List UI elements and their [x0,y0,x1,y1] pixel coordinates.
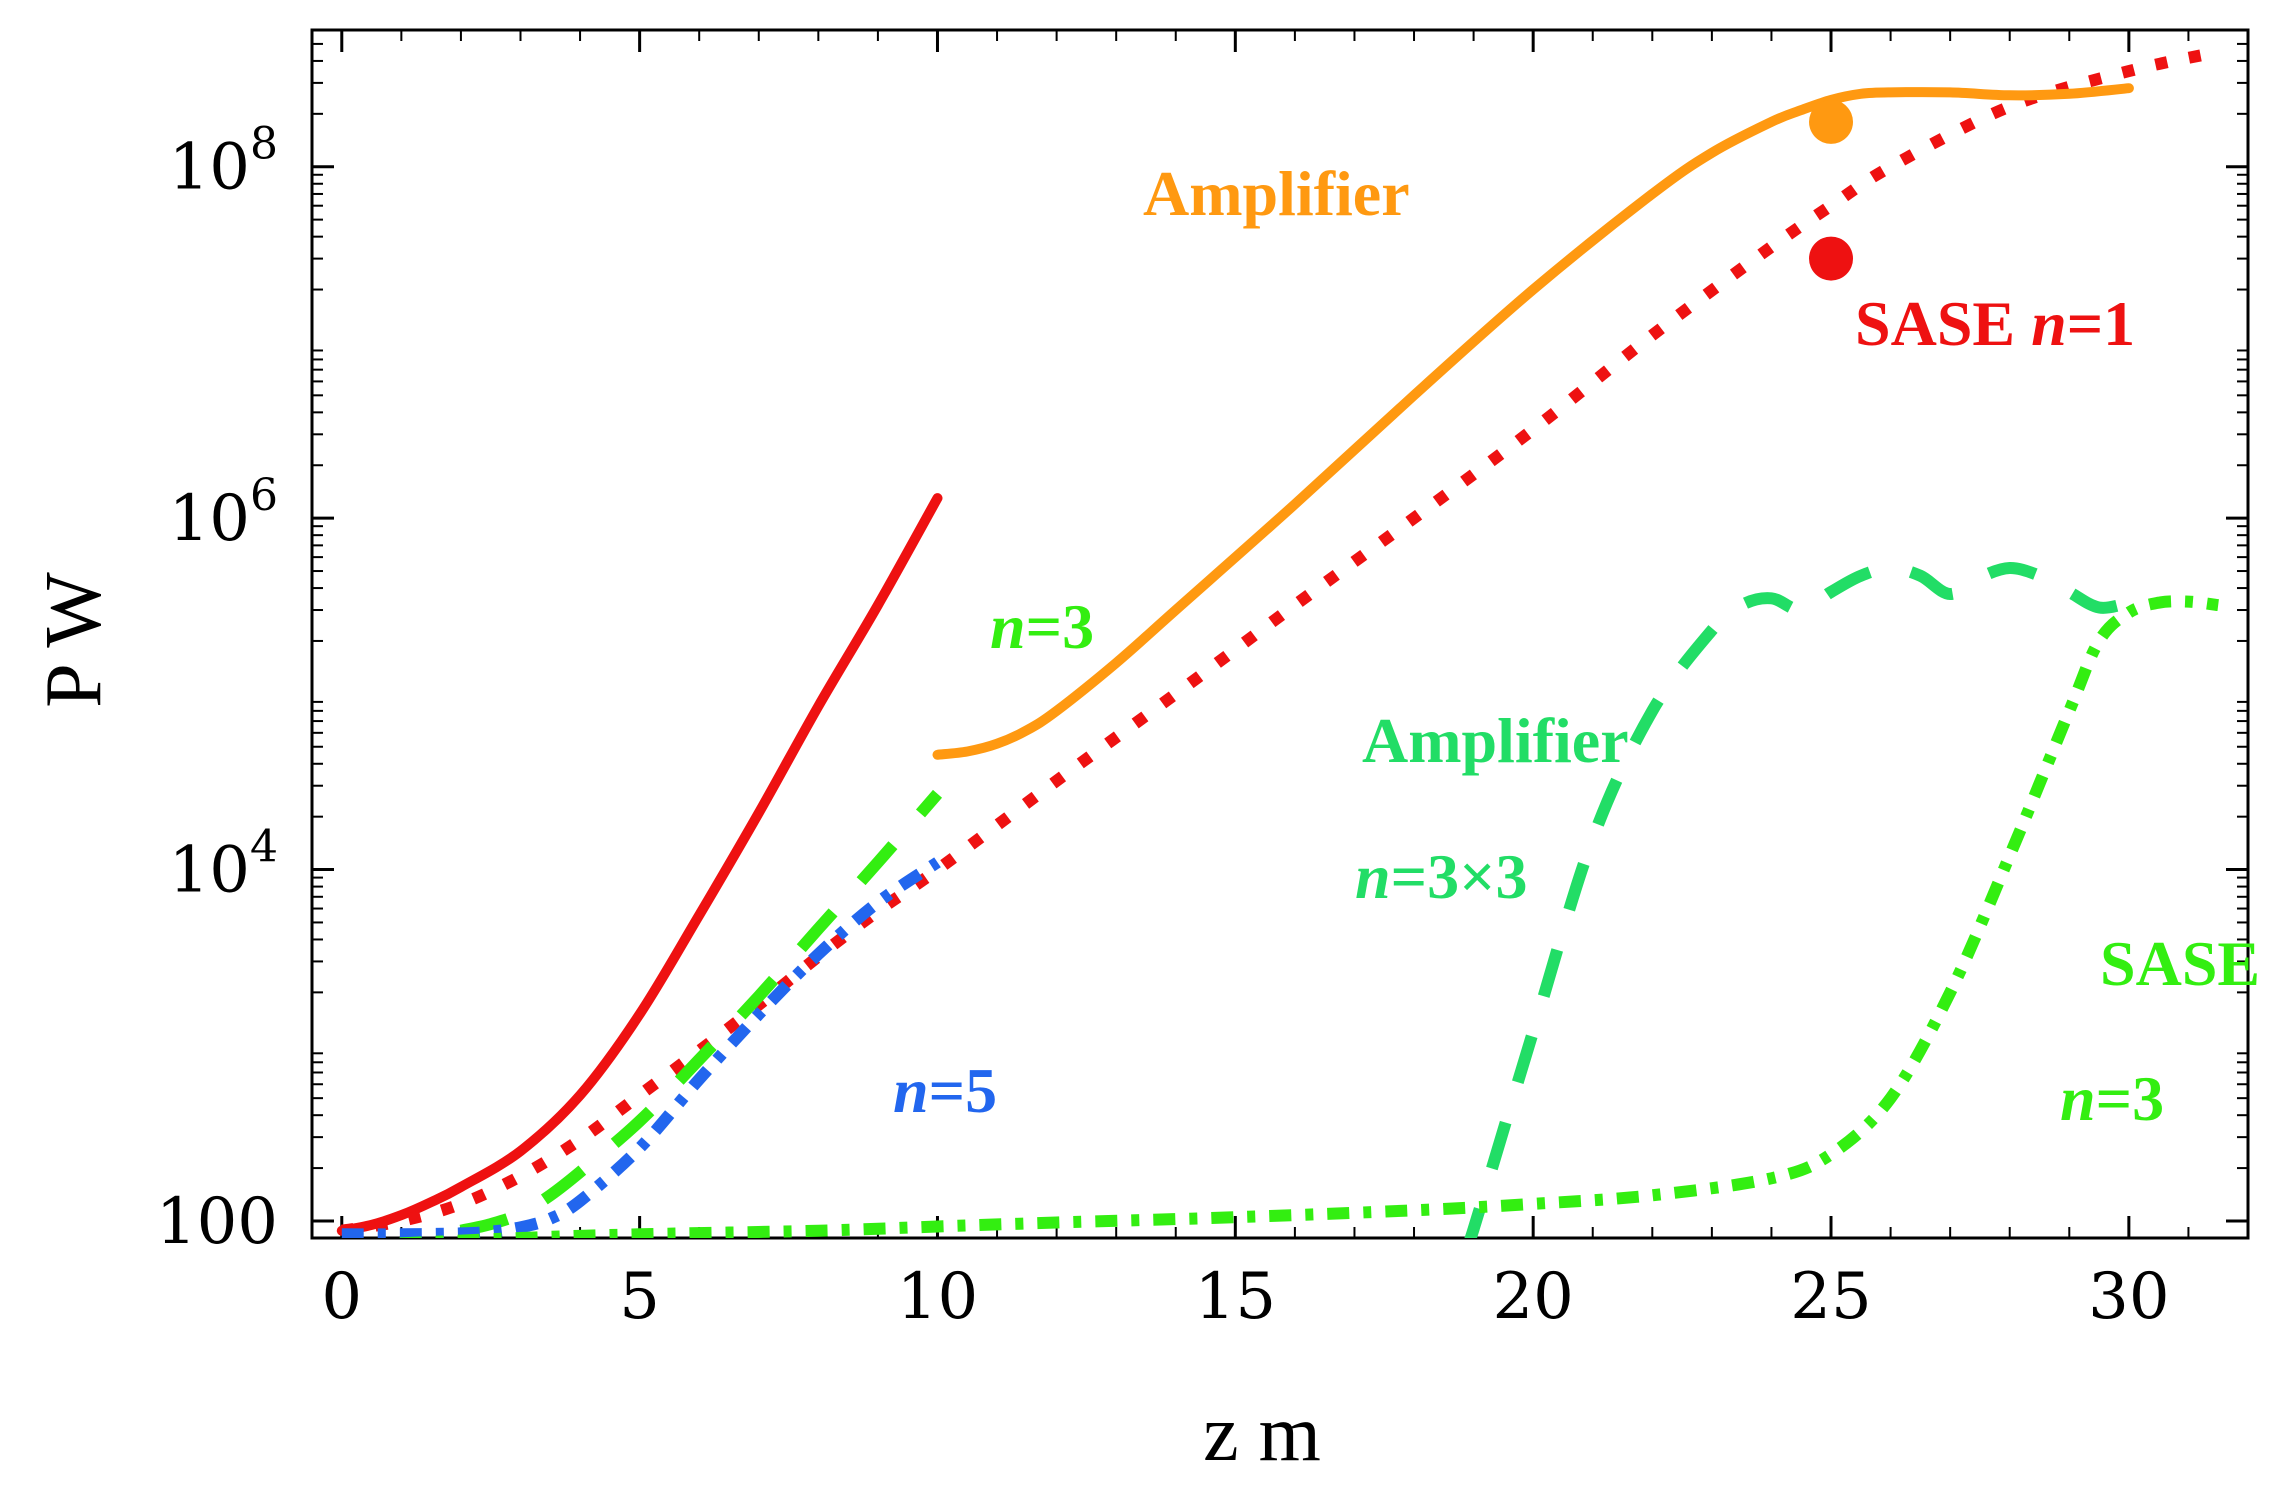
x-tick-label: 25 [1790,1260,1871,1334]
data-series [336,46,2220,1238]
y-axis-title: P W [30,572,118,708]
x-axis-title: z m [1203,1390,1321,1478]
x-tick-label: 30 [2088,1260,2169,1334]
series-line-3 [341,857,941,1238]
y-tick-label: 100 [156,1185,278,1259]
y-tick-label: 106 [169,470,278,556]
annotation-n3b: n=3 [2060,1063,2164,1134]
series-line-6 [385,595,2219,1238]
data-points [1809,99,1854,281]
plot-frame [310,28,2250,1240]
annotation-n5: n=5 [893,1055,997,1126]
marker-point-1 [1809,236,1854,281]
series-line-5 [1464,562,2131,1238]
series-line-1 [340,46,2220,1237]
annotation-amp1: Amplifier [1143,158,1410,229]
axis-ticks: 0 5 10 15 20 25 30 100 104 106 108 [156,29,2248,1334]
x-tick-label: 15 [1195,1260,1276,1334]
series-line-4 [932,83,2134,760]
marker-point-0 [1809,99,1854,144]
annotation-amp33: Amplifier [1362,705,1629,776]
annotation-sase3: SASE [2100,928,2260,999]
x-tick-label: 10 [897,1260,978,1334]
y-tick-label: 108 [169,119,278,205]
y-tick-label: 104 [169,822,278,908]
annotations: Amplifier SASE n=1 n=3 Amplifier n=3×3 SASE n=… [893,158,2260,1134]
annotation-n3: n=3 [990,591,1094,662]
x-tick-label: 20 [1492,1260,1573,1334]
annotation-n33: n=3×3 [1355,841,1528,912]
x-tick-label: 0 [321,1260,362,1334]
series-line-0 [336,493,943,1236]
x-tick-label: 5 [619,1260,660,1334]
annotation-sase1: SASE n=1 [1855,288,2135,359]
